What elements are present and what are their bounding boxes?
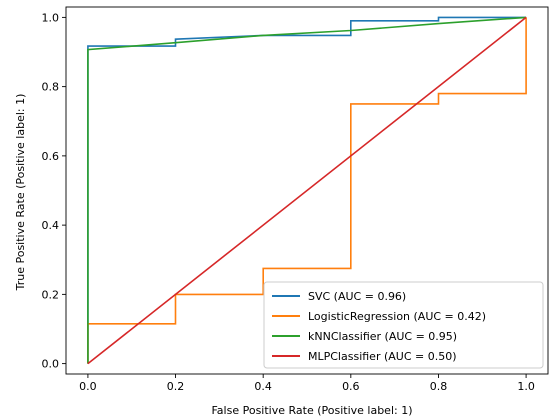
legend-entry-2: kNNClassifier (AUC = 0.95): [308, 330, 457, 343]
axes-layer: 0.0 0.2 0.4 0.6 0.8 1.0 0.0 0.2 0.4 0.6 0.8 1.0: [42, 6, 549, 393]
x-tick-label: 0.8: [430, 380, 448, 393]
y-tick-label: 0.4: [42, 219, 60, 232]
x-tick-label: 0.6: [342, 380, 360, 393]
x-tick-label: 0.0: [79, 380, 97, 393]
series-line-3: [87, 16, 527, 365]
series-line-1: [87, 17, 527, 364]
legend-box: [263, 281, 544, 369]
y-tick-label: 0.2: [42, 288, 60, 301]
y-tick-label: 0.8: [42, 81, 60, 94]
x-axis-label: False Positive Rate (Positive label: 1): [211, 404, 412, 417]
y-axis-label: True Positive Rate (Positive label: 1): [14, 94, 27, 292]
x-tick-label: 0.4: [254, 380, 272, 393]
x-tick-label: 1.0: [517, 380, 535, 393]
plot-layer: [87, 16, 527, 365]
legend-entry-0: SVC (AUC = 0.96): [308, 290, 406, 303]
y-tick-label: 1.0: [42, 11, 60, 24]
legend: SVC (AUC = 0.96) LogisticRegression (AUC …: [263, 281, 544, 369]
series-line-2: [87, 16, 527, 364]
legend-entry-3: MLPClassifier (AUC = 0.50): [308, 350, 457, 363]
x-tick-label: 0.2: [167, 380, 185, 393]
y-tick-label: 0.0: [42, 358, 60, 371]
legend-entry-1: LogisticRegression (AUC = 0.42): [308, 310, 486, 323]
y-tick-label: 0.6: [42, 150, 60, 163]
plot-frame: [65, 6, 549, 375]
